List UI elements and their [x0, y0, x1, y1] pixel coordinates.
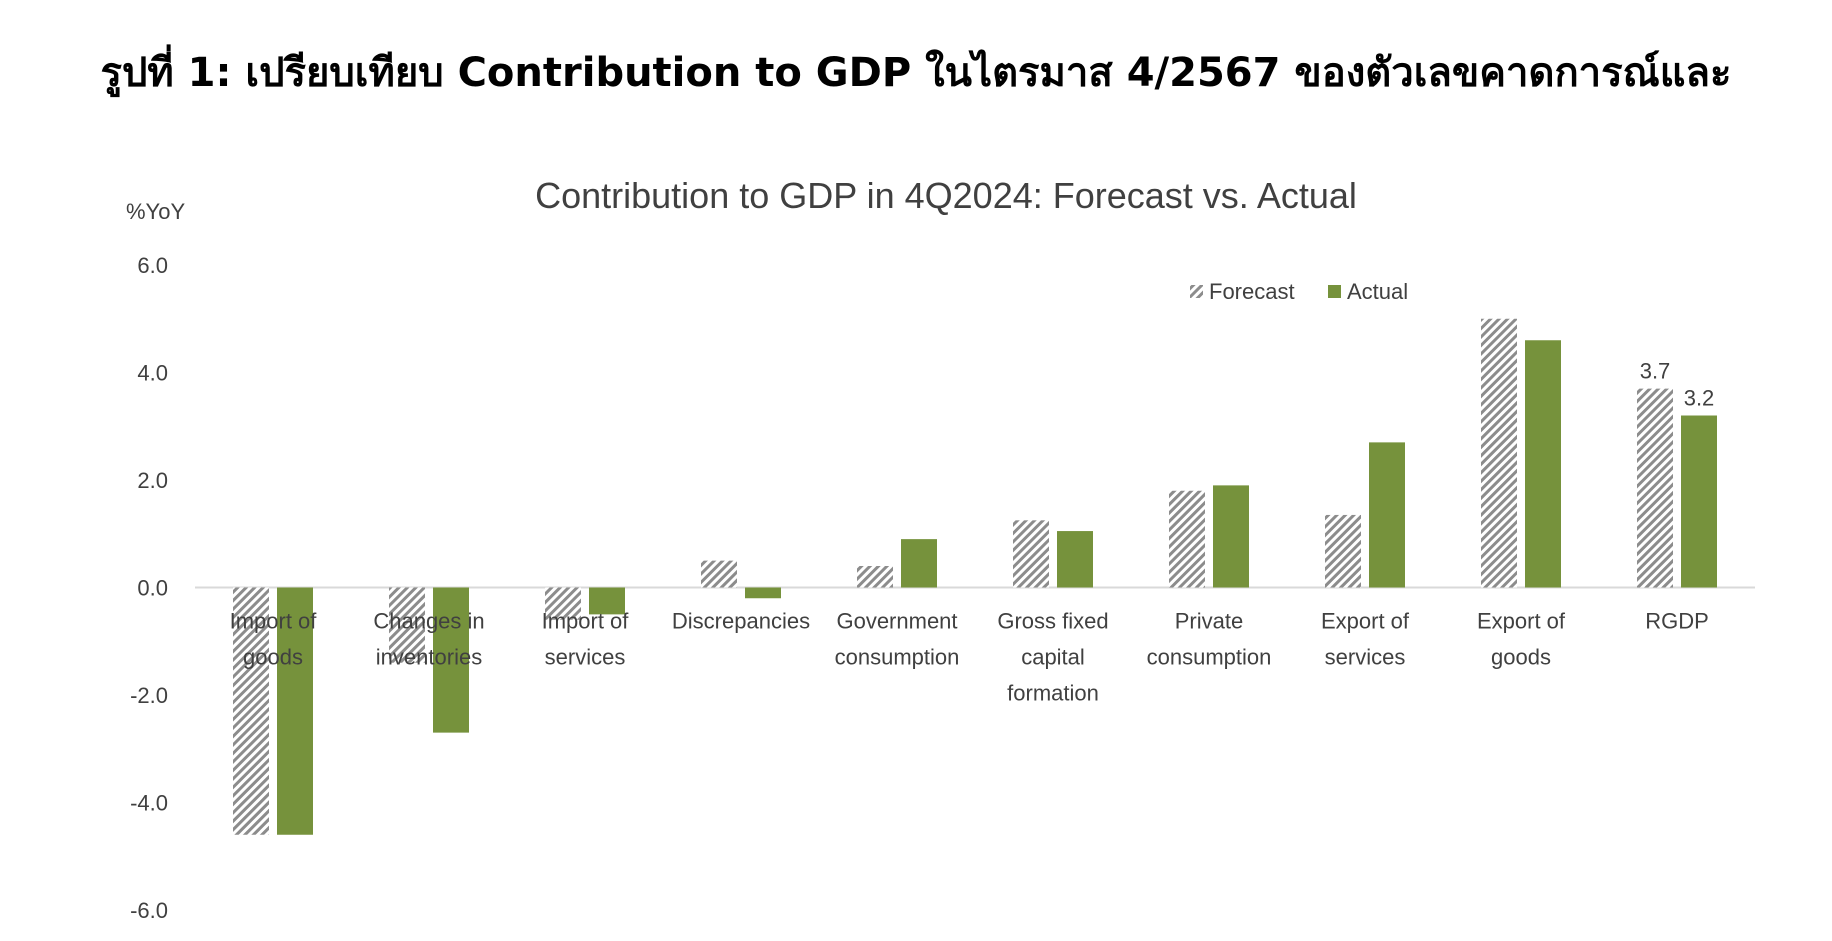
bar-actual-export-of-services [1369, 442, 1405, 588]
bar-actual-private-consumption [1213, 485, 1249, 588]
bar-actual-export-of-goods [1525, 340, 1561, 588]
legend-swatch-forecast [1190, 285, 1203, 298]
bars [233, 318, 1717, 835]
data-label: 3.7 [1640, 359, 1671, 384]
bar-forecast-government-consumption [857, 566, 893, 588]
bar-forecast-import-of-goods [233, 587, 269, 835]
data-label: 3.2 [1684, 386, 1715, 411]
bar-forecast-discrepancies [701, 560, 737, 588]
page-title: รูปที่ 1: เปรียบเทียบ Contribution to GD… [100, 50, 1732, 96]
bar-actual-government-consumption [901, 539, 937, 588]
bar-forecast-private-consumption [1169, 490, 1205, 588]
x-tick-label: Import of goods [230, 609, 318, 670]
y-tick-label: -6.0 [130, 898, 168, 923]
bar-actual-rgdp [1681, 415, 1717, 588]
bar-actual-changes-in-inventories [433, 587, 469, 733]
bar-forecast-export-of-goods [1481, 318, 1517, 588]
bar-forecast-changes-in-inventories [389, 587, 425, 663]
x-tick-label: Import of services [542, 609, 630, 670]
legend: Forecast Actual [1190, 279, 1408, 304]
y-tick-label: 0.0 [137, 576, 168, 601]
y-tick-label: -2.0 [130, 683, 168, 708]
x-tick-label: Export of goods [1477, 609, 1566, 670]
bar-forecast-import-of-services [545, 587, 581, 620]
x-tick-label: Gross fixed capital formation [997, 609, 1108, 706]
bar-actual-discrepancies [745, 587, 781, 599]
y-axis-ticks: 6.0 4.0 2.0 0.0 -2.0 -4.0 -6.0 [130, 253, 168, 923]
bar-forecast-gross-fixed-capital-formation [1013, 520, 1049, 588]
legend-label-actual: Actual [1347, 279, 1408, 304]
legend-swatch-actual [1328, 285, 1341, 298]
chart-title: Contribution to GDP in 4Q2024: Forecast … [535, 175, 1357, 216]
x-tick-label: Export of services [1321, 609, 1410, 670]
y-tick-label: 4.0 [137, 361, 168, 386]
legend-label-forecast: Forecast [1209, 279, 1295, 304]
bar-forecast-export-of-services [1325, 514, 1361, 588]
y-tick-label: 6.0 [137, 253, 168, 278]
y-axis-label: %YoY [126, 199, 185, 224]
x-axis-labels: Import of goods Changes in inventories Impor… [230, 609, 1709, 706]
x-tick-label: RGDP [1645, 609, 1709, 634]
x-tick-label: Private consumption [1147, 609, 1272, 670]
x-tick-label: Changes in inventories [373, 609, 484, 670]
bar-actual-import-of-services [589, 587, 625, 615]
bar-forecast-rgdp [1637, 388, 1673, 588]
y-tick-label: 2.0 [137, 468, 168, 493]
bar-actual-import-of-goods [277, 587, 313, 835]
y-tick-label: -4.0 [130, 791, 168, 816]
bar-actual-gross-fixed-capital-formation [1057, 531, 1093, 588]
data-labels: 3.7 3.2 [1640, 359, 1715, 411]
x-tick-label: Discrepancies [672, 609, 810, 634]
x-tick-label: Government consumption [835, 609, 960, 670]
